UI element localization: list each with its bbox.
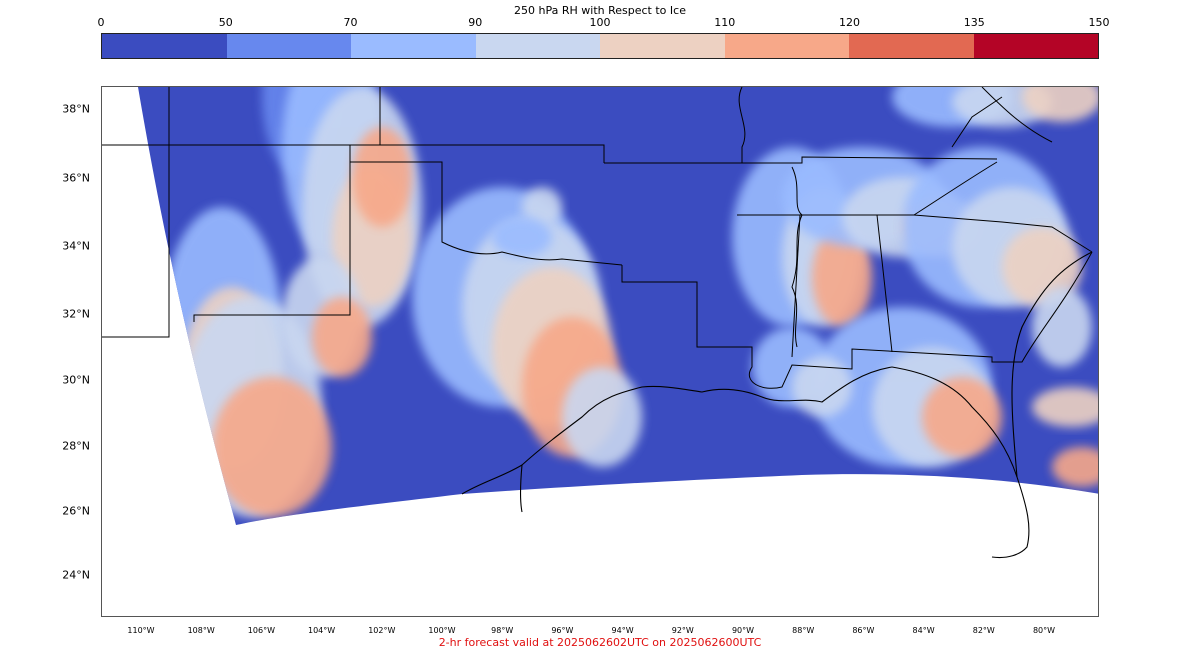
- longitude-label: 88°W: [792, 626, 815, 635]
- longitude-label: 98°W: [491, 626, 514, 635]
- longitude-label: 106°W: [247, 626, 275, 635]
- coastline: [461, 251, 1093, 559]
- state-borders: [102, 87, 1093, 389]
- longitude-label: 86°W: [852, 626, 875, 635]
- humidity-contour: [1032, 287, 1092, 367]
- humidity-contour: [1032, 387, 1098, 427]
- longitude-label: 96°W: [551, 626, 574, 635]
- colorbar-segment: [102, 34, 227, 58]
- latitude-label: 30°N: [62, 373, 90, 387]
- longitude-label: 110°W: [127, 626, 155, 635]
- colorbar-segment: [973, 34, 1098, 58]
- humidity-contour: [312, 297, 372, 377]
- longitude-label: 84°W: [912, 626, 935, 635]
- humidity-contour: [562, 367, 642, 467]
- colorbar-tick-label: 135: [963, 16, 985, 29]
- colorbar-segment: [226, 34, 351, 58]
- longitude-label: 94°W: [611, 626, 634, 635]
- humidity-contour: [492, 217, 552, 257]
- humidity-field: [162, 87, 1098, 517]
- colorbar-tick-label: 50: [218, 16, 233, 29]
- longitude-label: 80°W: [1032, 626, 1056, 635]
- rh-map: [102, 87, 1098, 559]
- colorbar-tick-label: 0: [97, 16, 105, 29]
- colorbar-tick-label: 70: [343, 16, 358, 29]
- latitude-label: 26°N: [62, 504, 90, 518]
- colorbar-tick-label: 100: [589, 16, 611, 29]
- colorbar-segment: [351, 34, 476, 58]
- humidity-contour: [1022, 87, 1098, 122]
- colorbar-tick-label: 120: [839, 16, 860, 29]
- forecast-domain: [138, 87, 1098, 525]
- humidity-contour: [792, 357, 852, 417]
- humidity-contour: [522, 187, 562, 227]
- latitude-label: 32°N: [62, 307, 90, 321]
- colorbar-segment: [849, 34, 974, 58]
- longitude-label: 82°W: [972, 626, 995, 635]
- longitude-label: 102°W: [368, 626, 396, 635]
- humidity-contour: [1052, 447, 1098, 487]
- humidity-contour: [352, 127, 412, 227]
- longitude-label: 104°W: [308, 626, 336, 635]
- latitude-label: 36°N: [62, 171, 90, 185]
- humidity-contour: [922, 377, 1002, 457]
- forecast-footer: 2-hr forecast valid at 2025062602UTC on …: [438, 636, 762, 649]
- map-panel[interactable]: [101, 86, 1099, 617]
- latitude-label: 34°N: [62, 239, 90, 253]
- colorbar-title: 250 hPa RH with Respect to Ice: [514, 4, 686, 17]
- colorbar-tick-label: 110: [714, 16, 736, 29]
- humidity-contour: [212, 377, 332, 517]
- colorbar: [101, 33, 1099, 59]
- latitude-label: 24°N: [62, 568, 90, 582]
- humidity-contour: [812, 227, 872, 327]
- longitude-label: 108°W: [187, 626, 215, 635]
- latitude-label: 28°N: [62, 439, 90, 453]
- colorbar-tick-label: 90: [468, 16, 483, 29]
- colorbar-segment: [600, 34, 725, 58]
- longitude-label: 92°W: [671, 626, 694, 635]
- colorbar-segment: [724, 34, 849, 58]
- colorbar-tick-label: 150: [1088, 16, 1110, 29]
- longitude-label: 100°W: [428, 626, 456, 635]
- colorbar-segment: [475, 34, 600, 58]
- longitude-label: 90°W: [731, 626, 755, 635]
- latitude-label: 38°N: [62, 102, 90, 116]
